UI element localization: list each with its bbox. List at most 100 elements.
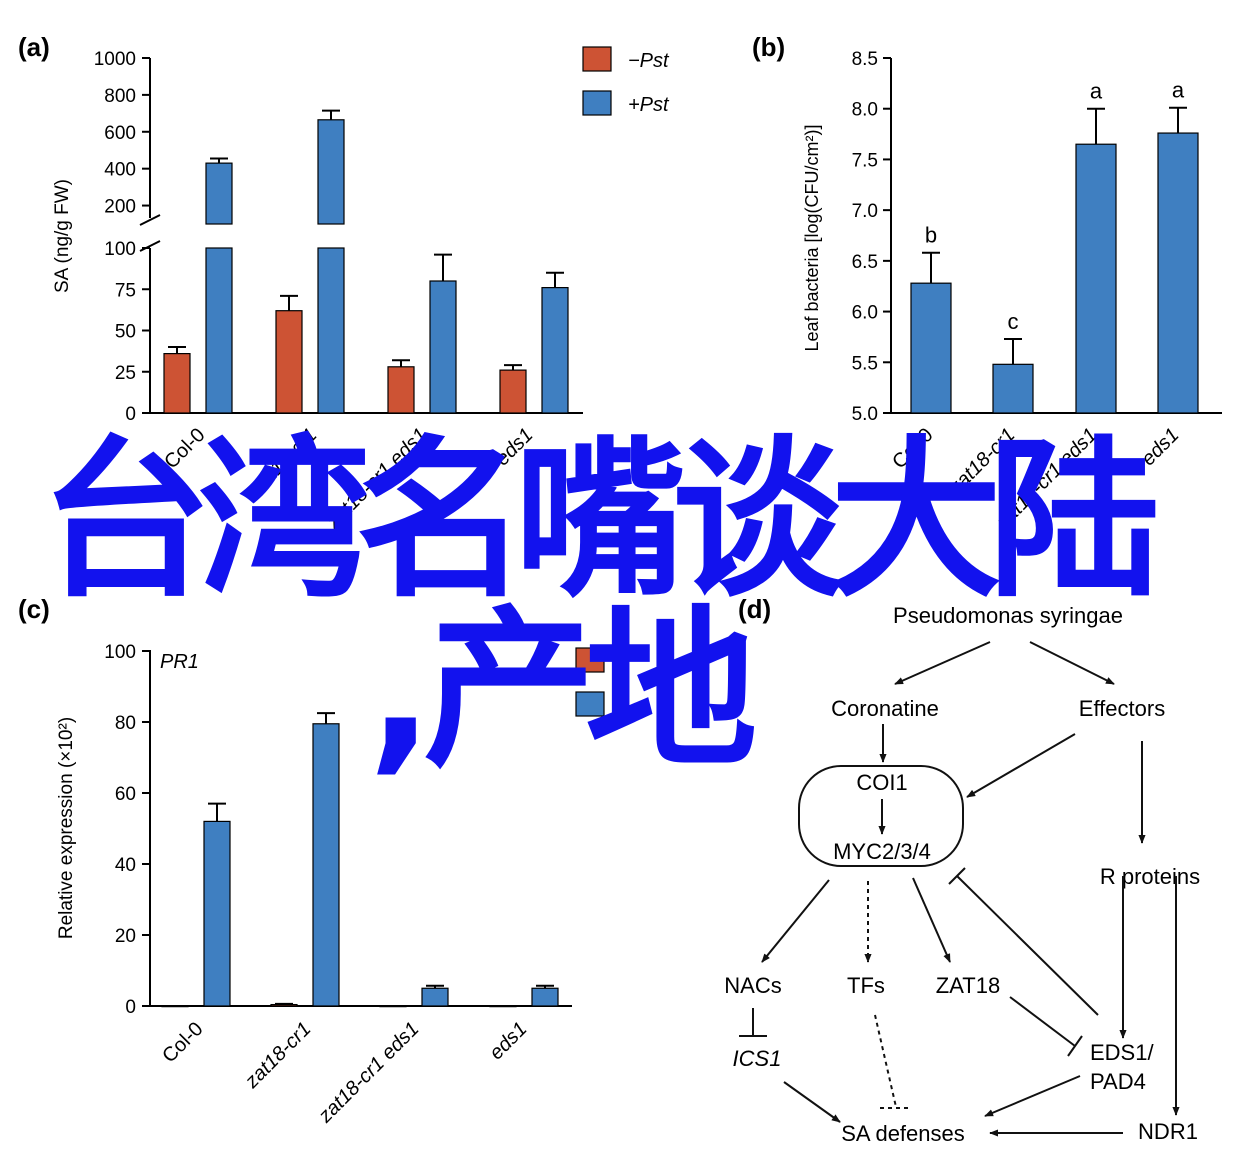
y-tick-label: 8.5 — [852, 49, 878, 70]
y-tick-label: 40 — [115, 855, 136, 876]
bar — [499, 369, 527, 414]
arrow-myc-zat18 — [912, 877, 951, 963]
y-tick-label: 7.5 — [852, 150, 878, 171]
bar — [992, 363, 1034, 414]
panel-label-d: (d) — [738, 594, 771, 624]
node-myc: MYC2/3/4 — [833, 839, 931, 864]
arrow-pseudomonas-effectors — [1029, 641, 1115, 685]
bar — [489, 1005, 517, 1008]
inhibit-eds1-myc — [956, 875, 1099, 1016]
x-tick-label: zat18-cr1 — [240, 1018, 315, 1093]
node-coronatine: Coronatine — [831, 696, 939, 721]
y-tick-label: 60 — [115, 784, 136, 805]
chart-c-title: PR1 — [160, 651, 199, 673]
arrow-effectors-complex — [966, 733, 1076, 798]
significance-letter: b — [925, 223, 937, 248]
chart-a: SA (ng/g FW) 02550751002004006008001000 … — [52, 46, 670, 534]
y-tick-label: 7.0 — [852, 201, 878, 222]
x-tick-label: Col-0 — [888, 424, 937, 473]
y-tick-label: 0 — [125, 404, 136, 425]
y-tick-label: 80 — [115, 713, 136, 734]
x-tick-label: eds1 — [485, 1018, 531, 1064]
y-tick-label: 600 — [104, 123, 136, 144]
y-tick-label: 75 — [115, 280, 136, 301]
node-pseudomonas: Pseudomonas syringae — [893, 603, 1123, 628]
y-tick-label: 20 — [115, 926, 136, 947]
significance-letter: a — [1172, 78, 1185, 103]
arrow-myc-nacs — [761, 879, 830, 963]
x-tick-label: zat18-cr1 eds1 — [314, 1018, 424, 1128]
y-tick-label: 6.5 — [852, 252, 878, 273]
legend-label-plus-pst: +Pst — [628, 94, 670, 116]
x-tick-label: eds1 — [491, 424, 537, 470]
y-tick-label: 1000 — [94, 49, 136, 70]
panel-label-b: (b) — [752, 32, 785, 62]
bar-upper — [317, 119, 345, 225]
bar-lower — [205, 247, 233, 414]
node-effectors: Effectors — [1079, 696, 1165, 721]
node-ndr1: NDR1 — [1138, 1119, 1198, 1144]
legend-swatch-minus-pst — [575, 647, 605, 673]
node-nacs: NACs — [724, 973, 781, 998]
chart-b-ylabel: Leaf bacteria [log(CFU/cm²)] — [802, 124, 822, 351]
legend-swatch-minus-pst — [582, 46, 612, 72]
chart-b: Leaf bacteria [log(CFU/cm²)] 5.0 5.5 6.0 6.… — [802, 49, 1222, 534]
panel-label-c: (c) — [18, 594, 50, 624]
bar — [429, 280, 457, 414]
y-tick-label: 5.5 — [852, 353, 878, 374]
bar — [531, 987, 559, 1007]
node-eds1: EDS1/ — [1090, 1040, 1154, 1065]
y-tick-label: 6.0 — [852, 303, 878, 324]
y-tick-label: 0 — [125, 997, 136, 1018]
node-pad4: PAD4 — [1090, 1069, 1146, 1094]
bar — [387, 366, 415, 414]
chart-c-ylabel: Relative expression (×10²) — [56, 717, 77, 939]
bar — [312, 723, 340, 1007]
coi1-myc-complex — [798, 765, 964, 867]
significance-letter: a — [1090, 79, 1103, 104]
axis-break-mark — [139, 214, 161, 226]
y-tick-label: 100 — [104, 642, 136, 663]
x-tick-label: eds1 — [1137, 424, 1183, 470]
node-zat18: ZAT18 — [936, 973, 1000, 998]
x-tick-label: zat18-cr1 — [944, 424, 1019, 499]
arrow-ics1-sa — [783, 1081, 841, 1123]
chart-a-ylabel: SA (ng/g FW) — [52, 179, 73, 293]
y-tick-label: 8.0 — [852, 100, 878, 121]
node-rproteins: R proteins — [1100, 864, 1200, 889]
y-tick-label: 25 — [115, 363, 136, 384]
bar — [203, 820, 231, 1007]
inhibit-bar-eds1 — [1067, 1035, 1083, 1057]
x-tick-label: Col-0 — [158, 1018, 207, 1067]
node-tfs: TFs — [847, 973, 885, 998]
bar — [541, 287, 569, 414]
bar — [275, 310, 303, 414]
x-tick-label: Col-0 — [160, 424, 209, 473]
legend-label-minus-pst: −Pst — [628, 50, 670, 72]
x-tick-label: zat18-cr1 eds1 — [322, 424, 432, 534]
arrow-pseudomonas-coronatine — [894, 641, 991, 685]
panel-label-a: (a) — [18, 32, 50, 62]
y-tick-label: 200 — [104, 197, 136, 218]
bar-upper — [205, 162, 233, 225]
bar — [163, 353, 191, 414]
significance-letter: c — [1008, 309, 1019, 334]
bar — [1075, 143, 1117, 414]
node-sa-defenses: SA defenses — [841, 1121, 965, 1146]
bar-lower — [317, 247, 345, 414]
arrow-eds1-sa — [984, 1075, 1081, 1117]
pathway-diagram: Pseudomonas syringae Coronatine Effector… — [724, 603, 1200, 1146]
x-tick-label: zat18-cr1 — [246, 424, 321, 499]
node-coi1: COI1 — [856, 770, 907, 795]
bar — [910, 282, 952, 414]
node-ics1: ICS1 — [733, 1046, 782, 1071]
y-tick-label: 50 — [115, 322, 136, 343]
bar — [1157, 132, 1199, 414]
legend-swatch-plus-pst — [582, 90, 612, 116]
bar — [379, 1005, 407, 1008]
inhibit-bar-myc — [948, 867, 966, 885]
inhibit-zat18-eds1 — [1009, 996, 1076, 1047]
legend-swatch-plus-pst — [575, 691, 605, 717]
bar — [161, 1005, 189, 1008]
